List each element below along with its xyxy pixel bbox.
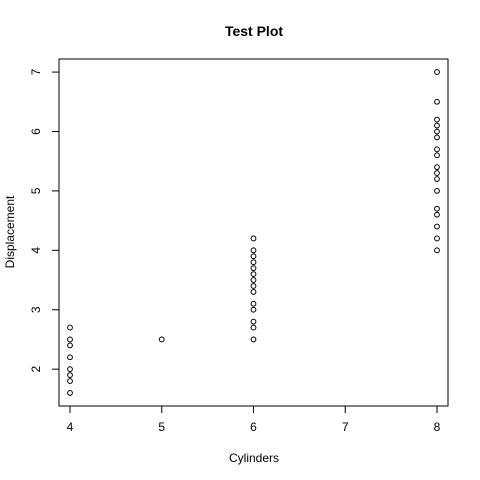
data-point bbox=[434, 116, 440, 123]
data-point bbox=[250, 235, 257, 242]
plot-frame bbox=[58, 58, 449, 407]
data-point bbox=[434, 98, 440, 105]
data-point bbox=[67, 372, 73, 379]
data-point bbox=[67, 336, 73, 343]
x-tick-label: 6 bbox=[250, 420, 257, 434]
data-point bbox=[250, 306, 257, 313]
y-tick-label: 6 bbox=[29, 128, 43, 135]
data-point bbox=[67, 342, 73, 349]
data-point bbox=[250, 318, 257, 325]
data-point bbox=[250, 324, 257, 331]
data-point bbox=[250, 283, 257, 289]
x-axis-label: Cylinders bbox=[229, 451, 279, 465]
x-tick-label: 7 bbox=[342, 420, 349, 434]
data-point bbox=[434, 247, 440, 254]
y-tick-label: 3 bbox=[29, 306, 43, 313]
y-tick-label: 7 bbox=[29, 68, 43, 75]
x-tick-label: 8 bbox=[434, 420, 441, 434]
data-points bbox=[67, 69, 440, 396]
y-axis-label: Displacement bbox=[3, 195, 17, 268]
data-point bbox=[434, 146, 440, 153]
data-point bbox=[67, 354, 73, 361]
data-point bbox=[250, 265, 257, 272]
data-point bbox=[434, 164, 440, 171]
y-axis: 2 3 4 5 6 7 bbox=[29, 68, 60, 373]
y-tick-label: 4 bbox=[29, 247, 43, 254]
data-point bbox=[434, 152, 440, 159]
data-point bbox=[67, 366, 73, 373]
x-tick-label: 5 bbox=[158, 420, 165, 434]
data-point bbox=[250, 289, 257, 295]
data-point bbox=[434, 223, 440, 230]
data-point bbox=[250, 300, 257, 307]
data-point bbox=[434, 128, 440, 135]
data-point bbox=[67, 390, 73, 396]
data-point bbox=[250, 277, 257, 283]
data-point bbox=[67, 324, 73, 331]
chart-title: Test Plot bbox=[225, 23, 283, 39]
x-tick-label: 4 bbox=[67, 420, 74, 434]
data-point bbox=[434, 205, 440, 212]
data-point bbox=[250, 259, 257, 266]
y-tick-label: 5 bbox=[29, 187, 43, 194]
y-tick-label: 2 bbox=[29, 366, 43, 373]
data-point bbox=[250, 253, 257, 260]
data-point bbox=[434, 134, 440, 141]
data-point bbox=[434, 170, 440, 176]
data-point bbox=[158, 336, 165, 343]
data-point bbox=[434, 235, 440, 242]
data-point bbox=[67, 378, 73, 384]
data-point bbox=[250, 247, 257, 254]
data-point bbox=[434, 176, 440, 182]
data-point bbox=[434, 188, 440, 194]
x-axis: 4 5 6 7 8 bbox=[67, 405, 441, 434]
data-point bbox=[434, 211, 440, 218]
data-point bbox=[434, 122, 440, 129]
data-point bbox=[250, 336, 257, 343]
data-point bbox=[434, 69, 440, 75]
data-point bbox=[250, 271, 257, 277]
